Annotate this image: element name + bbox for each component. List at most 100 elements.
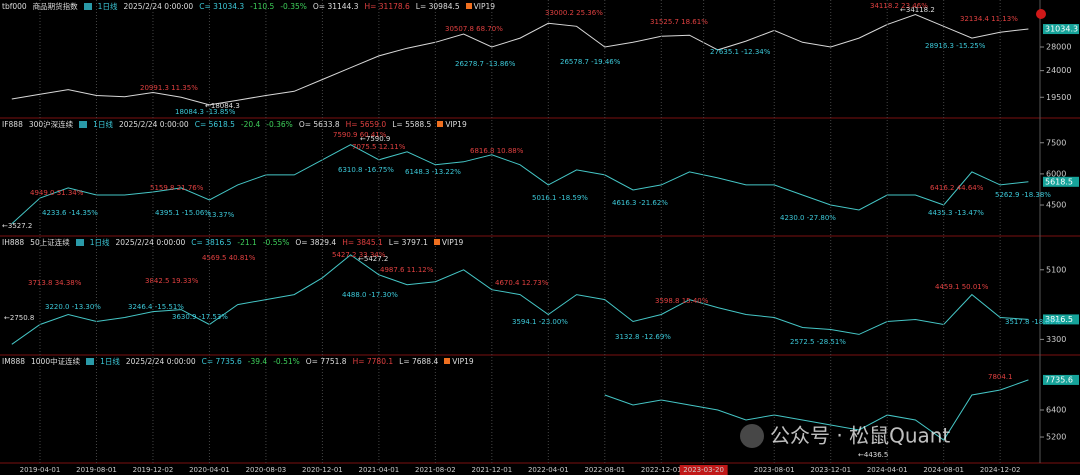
date-label: 2019-08-01: [76, 466, 117, 474]
last-price: 3816.5: [1045, 315, 1073, 324]
price-line: [11, 13, 1029, 106]
annotation: ←34118.2: [900, 6, 935, 14]
header-symbol[interactable]: IF888: [2, 120, 23, 129]
icon: [79, 121, 88, 128]
annotation: 26578.7 -19.46%: [560, 58, 621, 66]
header-vip: VIP19: [437, 120, 466, 129]
y-tick-label: 7500: [1046, 138, 1066, 147]
panel-header: IH888 50上证连续 1日线 2025/2/24 0:00:00 C= 3816.5…: [2, 237, 463, 248]
header-change: -21.1: [237, 238, 257, 247]
annotation: 18084.3 -13.85%: [175, 108, 236, 116]
last-price-box: [1043, 314, 1079, 325]
annotation: 5016.1 -18.59%: [532, 194, 588, 202]
date-label: 2019-04-01: [20, 466, 61, 474]
annotation: 6416.2 44.64%: [930, 184, 984, 192]
y-tick-label: 28000: [1046, 42, 1071, 51]
header-date: 2025/2/24 0:00:00: [115, 238, 186, 247]
date-label: 2020-08-03: [246, 466, 287, 474]
header-open: O= 5633.8: [298, 120, 340, 129]
price-line: [604, 379, 1029, 441]
annotation: 4435.3 -13.47%: [928, 209, 984, 217]
annotation: 33000.2 25.36%: [545, 9, 603, 17]
icon: [83, 3, 92, 10]
header-pct: -0.51%: [273, 357, 300, 366]
header-close: C= 31034.3: [199, 2, 245, 11]
header-open: O= 31144.3: [312, 2, 359, 11]
last-price: 31034.3: [1045, 25, 1078, 34]
header-high: H= 3845.1: [342, 238, 383, 247]
date-label: 2020-12-01: [302, 466, 343, 474]
annotation: 3132.8 -12.69%: [615, 333, 671, 341]
annotation: 5262.9 -18.38%: [995, 191, 1051, 199]
annotation: 7590.9 60.41%: [333, 131, 387, 139]
y-tick-label: 24000: [1046, 66, 1071, 75]
icon: [86, 358, 95, 365]
last-price-box: [1043, 176, 1079, 187]
annotation: 31525.7 18.61%: [650, 18, 708, 26]
date-label: 2023-08-01: [754, 466, 795, 474]
annotation: ←3527.2: [2, 222, 32, 230]
annotation: 4459.1 50.01%: [935, 283, 989, 291]
header-close: C= 5618.5: [194, 120, 235, 129]
annotation: ←7590.9: [360, 135, 390, 143]
annotation: 34118.2 23.46%: [870, 2, 928, 10]
header-pct: -0.55%: [262, 238, 290, 247]
header-symbol[interactable]: tbf000: [2, 2, 27, 11]
header-low: L= 30984.5: [415, 2, 460, 11]
date-label: 2023-03-20: [683, 466, 724, 474]
y-tick-label: 4500: [1046, 201, 1066, 210]
panel-header: IF888 300沪深连续 1日线 2025/2/24 0:00:00 C= 5618.…: [2, 119, 467, 130]
date-label: 2021-08-02: [415, 466, 456, 474]
header-period: 1日线: [97, 2, 118, 11]
annotation: ←2750.8: [4, 314, 34, 322]
annotation: 6148.3 -13.22%: [405, 168, 461, 176]
last-price: 7735.6: [1045, 375, 1073, 384]
y-tick-label: 5200: [1046, 433, 1066, 442]
annotation: ←18084.3: [205, 102, 240, 110]
annotation: 4949.0 31.34%: [30, 189, 84, 197]
annotation: 30507.8 68.70%: [445, 25, 503, 33]
header-symbol[interactable]: IM888: [2, 357, 25, 366]
date-highlight: [679, 465, 728, 475]
icon: [75, 239, 84, 246]
y-tick-label: 3300: [1046, 335, 1066, 344]
header-symbol[interactable]: IH888: [2, 238, 25, 247]
annotation: 4233.6 -14.35%: [42, 209, 98, 217]
header-pct: -0.35%: [280, 2, 307, 11]
y-tick-label: 19500: [1046, 93, 1071, 102]
annotation: 6310.8 -16.75%: [338, 166, 394, 174]
price-line: [11, 144, 1029, 225]
annotation: 4488.0 -17.30%: [342, 291, 398, 299]
last-price: 5618.5: [1045, 177, 1073, 186]
header-pct: -0.36%: [266, 120, 293, 129]
date-label: 2024-12-02: [980, 466, 1021, 474]
annotation: 4395.1 -15.06%: [155, 209, 211, 217]
header-vip: VIP19: [434, 238, 463, 247]
date-label: 2023-12-01: [810, 466, 851, 474]
annotation: ←4436.5: [858, 451, 888, 459]
annotation: 3246.4 -15.51%: [128, 303, 184, 311]
date-label: 2020-04-01: [189, 466, 230, 474]
annotation: -13.37%: [205, 211, 235, 219]
annotation: 5427.2 33.34%: [332, 251, 386, 259]
header-open: O= 3829.4: [295, 238, 337, 247]
header-close: C= 3816.5: [191, 238, 232, 247]
annotation: 7804.1: [988, 373, 1013, 381]
header-change: -20.4: [240, 120, 261, 129]
annotation: ←5427.2: [358, 255, 388, 263]
annotation: 3517.8 -18.87%: [1005, 318, 1061, 326]
annotation: 2572.5 -28.51%: [790, 338, 846, 346]
annotation: 4987.6 11.12%: [380, 266, 434, 274]
header-high: H= 31178.6: [364, 2, 410, 11]
annotation: 4670.4 12.73%: [495, 279, 549, 287]
annotation: 4569.5 40.81%: [202, 254, 256, 262]
header-close: C= 7735.6: [201, 357, 242, 366]
watermark: 公众号 · 松鼠Quant: [770, 424, 950, 448]
y-tick-label: 6400: [1046, 406, 1066, 415]
date-label: 2022-04-01: [528, 466, 569, 474]
header-vip: VIP19: [466, 2, 495, 11]
annotation: 3220.0 -13.30%: [45, 303, 101, 311]
annotation: 3598.8 15.40%: [655, 297, 709, 305]
